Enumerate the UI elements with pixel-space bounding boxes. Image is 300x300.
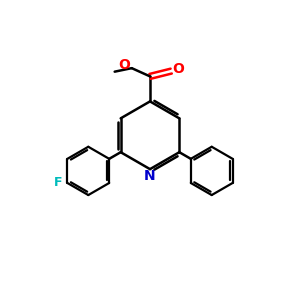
Text: O: O (173, 62, 184, 76)
Text: F: F (54, 176, 62, 190)
Text: O: O (118, 58, 130, 72)
Text: N: N (144, 169, 156, 183)
